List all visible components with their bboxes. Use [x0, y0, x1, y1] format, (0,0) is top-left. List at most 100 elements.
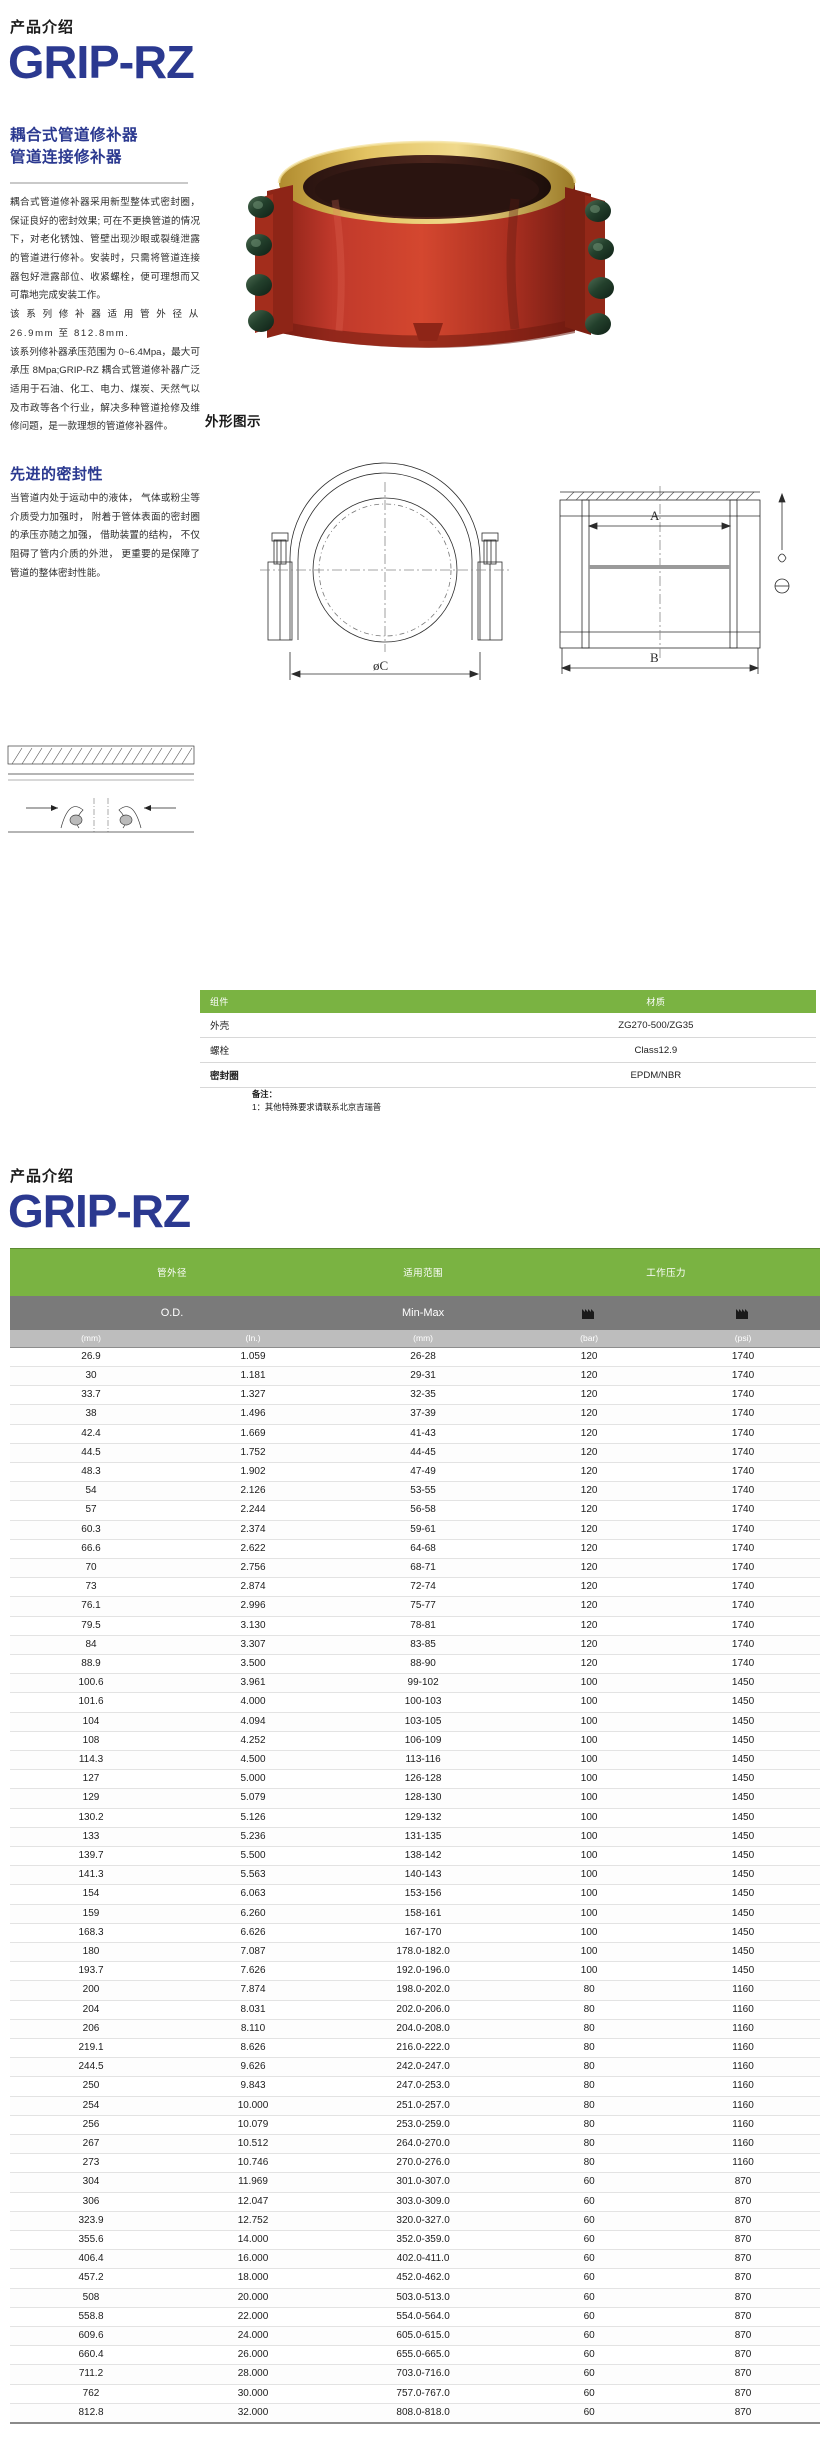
spec-cell-pressure-bar: 120: [512, 1520, 667, 1540]
spec-cell-range-mm: 703.0-716.0: [334, 2364, 513, 2385]
spec-cell-range-mm: 242.0-247.0: [334, 2057, 513, 2078]
spec-cell-od-in: 6.063: [172, 1884, 334, 1905]
spec-cell-pressure-psi: 870: [666, 2288, 820, 2308]
spec-cell-od-in: 2.874: [172, 1577, 334, 1598]
specification-table-body: 26.9 1.059 26-28 120 1740 30 1.181 29-31 120 1740…: [10, 1347, 820, 2425]
table-row: 127 5.000 126-128 100 1450: [10, 1769, 820, 1790]
dimension-label-a: A: [650, 508, 660, 523]
spec-cell-od-in: 1.327: [172, 1385, 334, 1406]
spec-cell-range-mm: 247.0-253.0: [334, 2076, 513, 2097]
dimension-label-b: B: [650, 650, 659, 665]
bolt-group-right: [585, 200, 614, 335]
spec-cell-pressure-psi: 1450: [666, 1961, 820, 1982]
spec-cell-od-in: 16.000: [172, 2249, 334, 2270]
table-row: 60.3 2.374 59-61 120 1740: [10, 1520, 820, 1540]
spec-cell-range-mm: 128-130: [334, 1788, 513, 1809]
spec-cell-pressure-psi: 870: [666, 2326, 820, 2347]
spec-cell-pressure-bar: 100: [512, 1769, 667, 1790]
spec-cell-pressure-psi: 1450: [666, 1846, 820, 1867]
spec-cell-pressure-psi: 1450: [666, 1827, 820, 1847]
spec-cell-pressure-psi: 870: [666, 2403, 820, 2425]
spec-cell-pressure-bar: 60: [512, 2249, 667, 2270]
table-row: 139.7 5.500 138-142 100 1450: [10, 1846, 820, 1867]
spec-group-outer-diameter: 管外径: [10, 1247, 334, 1297]
spec-cell-od-in: 6.626: [172, 1923, 334, 1943]
spec-cell-od-in: 5.079: [172, 1788, 334, 1809]
spec-cell-od-mm: 154: [10, 1884, 172, 1905]
spec-cell-pressure-psi: 870: [666, 2211, 820, 2232]
spec-cell-pressure-psi: 870: [666, 2384, 820, 2404]
table-row: 129 5.079 128-130 100 1450: [10, 1788, 820, 1809]
spec-cell-pressure-bar: 80: [512, 1980, 667, 2001]
spec-cell-pressure-bar: 100: [512, 1961, 667, 1982]
material-table-note: 备注： 1：其他特殊要求请联系北京吉瑞普: [252, 1088, 381, 1114]
spec-cell-od-in: 4.094: [172, 1712, 334, 1732]
spec-cell-pressure-bar: 60: [512, 2230, 667, 2251]
spec-cell-range-mm: 192.0-196.0: [334, 1961, 513, 1982]
spec-cell-pressure-psi: 1450: [666, 1692, 820, 1713]
spec-cell-pressure-psi: 1160: [666, 2115, 820, 2136]
spec-cell-od-mm: 660.4: [10, 2345, 172, 2366]
table-row: 206 8.110 204.0-208.0 80 1160: [10, 2019, 820, 2040]
table-row: 54 2.126 53-55 120 1740: [10, 1481, 820, 1502]
spec-cell-od-mm: 101.6: [10, 1692, 172, 1713]
bolt-group-left: [246, 196, 274, 332]
spec-cell-pressure-bar: 120: [512, 1558, 667, 1579]
spec-cell-pressure-psi: 870: [666, 2192, 820, 2212]
spec-cell-range-mm: 198.0-202.0: [334, 1980, 513, 2001]
page-kicker-2: 产品介绍: [10, 1168, 75, 1185]
table-row: 130.2 5.126 129-132 100 1450: [10, 1808, 820, 1828]
spec-cell-od-in: 9.843: [172, 2076, 334, 2097]
product-photo: [215, 95, 645, 395]
spec-cell-pressure-bar: 120: [512, 1539, 667, 1559]
left-text-column: 耦合式管道修补器 管道连接修补器 耦合式管道修补器采用新型整体式密封圈，保证良好…: [10, 125, 200, 584]
spec-cell-od-mm: 139.7: [10, 1846, 172, 1867]
spec-cell-od-mm: 508: [10, 2288, 172, 2308]
spec-cell-od-mm: 100.6: [10, 1673, 172, 1694]
spec-cell-pressure-bar: 100: [512, 1692, 667, 1713]
seal-paragraph: 当管道内处于运动中的液体， 气体或粉尘等介质受力加强时， 附着于管体表面的密封圈…: [10, 493, 200, 579]
spec-cell-pressure-bar: 120: [512, 1347, 667, 1367]
spec-cell-od-in: 7.087: [172, 1942, 334, 1963]
table-row: 100.6 3.961 99-102 100 1450: [10, 1673, 820, 1694]
spec-cell-range-mm: 103-105: [334, 1712, 513, 1732]
spec-cell-range-mm: 138-142: [334, 1846, 513, 1867]
spec-cell-range-mm: 178.0-182.0: [334, 1942, 513, 1963]
table-row: 141.3 5.563 140-143 100 1450: [10, 1865, 820, 1886]
table-row: 267 10.512 264.0-270.0 80 1160: [10, 2134, 820, 2155]
spec-cell-od-mm: 159: [10, 1904, 172, 1924]
spec-cell-pressure-bar: 120: [512, 1443, 667, 1463]
specification-table: 管外径 适用范围 工作压力 O.D. Min-Max: [10, 1247, 820, 2425]
spec-sub-bar-icon: [512, 1296, 667, 1331]
spec-cell-pressure-psi: 1740: [666, 1558, 820, 1579]
drawing-front-view: [260, 462, 512, 680]
spec-cell-pressure-psi: 1740: [666, 1385, 820, 1406]
table-row: 180 7.087 178.0-182.0 100 1450: [10, 1942, 820, 1963]
spec-cell-od-in: 4.000: [172, 1692, 334, 1713]
material-cell-value: ZG270-500/ZG35: [495, 1013, 816, 1038]
spec-cell-range-mm: 41-43: [334, 1424, 513, 1444]
spec-cell-pressure-psi: 1740: [666, 1481, 820, 1502]
spec-cell-od-in: 2.374: [172, 1520, 334, 1540]
intro-paragraph-1: 耦合式管道修补器采用新型整体式密封圈，保证良好的密封效果; 可在不更换管道的情况…: [10, 196, 200, 302]
spec-cell-od-mm: 133: [10, 1827, 172, 1847]
table-row: 螺栓 Class12.9: [200, 1037, 816, 1063]
spec-cell-range-mm: 53-55: [334, 1481, 513, 1502]
spec-cell-od-mm: 711.2: [10, 2364, 172, 2385]
spec-cell-od-mm: 141.3: [10, 1865, 172, 1886]
spec-cell-pressure-psi: 1740: [666, 1520, 820, 1540]
spec-cell-od-in: 1.059: [172, 1347, 334, 1367]
spec-cell-od-in: 4.252: [172, 1731, 334, 1751]
spec-cell-od-in: 1.181: [172, 1366, 334, 1387]
spec-cell-od-in: 12.752: [172, 2211, 334, 2232]
spec-cell-range-mm: 808.0-818.0: [334, 2403, 513, 2425]
spec-cell-od-mm: 250: [10, 2076, 172, 2097]
spec-cell-od-in: 5.500: [172, 1846, 334, 1867]
spec-cell-range-mm: 59-61: [334, 1520, 513, 1540]
spec-cell-pressure-bar: 100: [512, 1731, 667, 1751]
table-row: 273 10.746 270.0-276.0 80 1160: [10, 2153, 820, 2174]
spec-cell-pressure-bar: 100: [512, 1712, 667, 1732]
table-row: 508 20.000 503.0-513.0 60 870: [10, 2288, 820, 2308]
spec-cell-od-in: 4.500: [172, 1750, 334, 1771]
spec-cell-od-mm: 38: [10, 1404, 172, 1425]
